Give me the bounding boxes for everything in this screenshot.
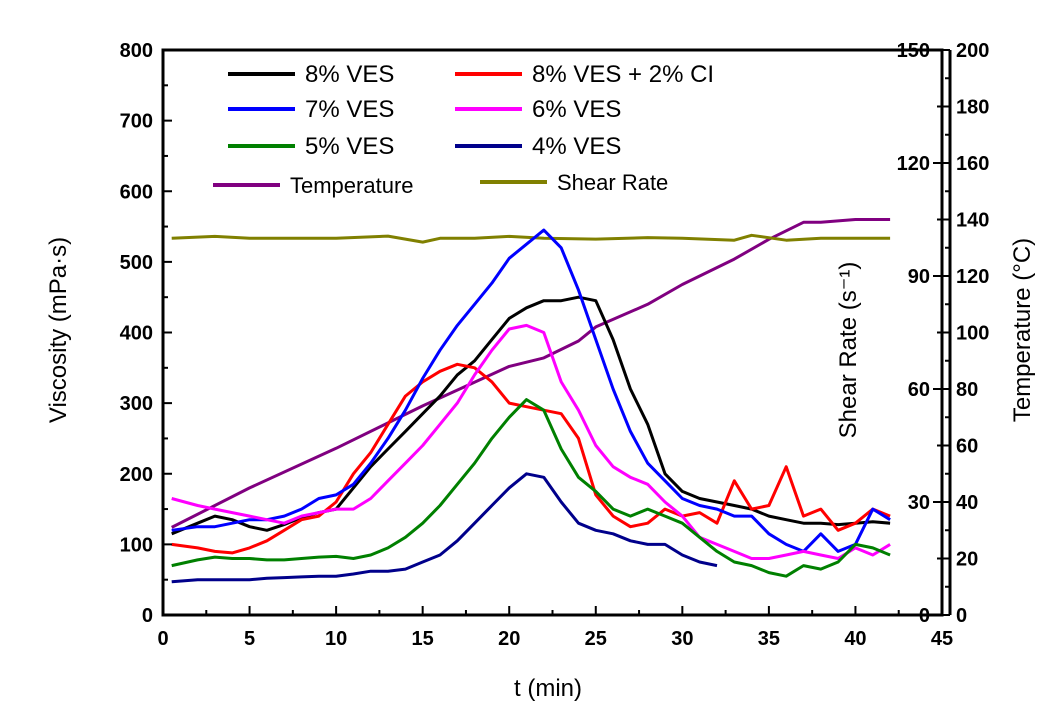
legend-label-8-ves-2-ci: 8% VES + 2% CI bbox=[532, 61, 714, 88]
legend-label-4-ves: 4% VES bbox=[532, 133, 621, 160]
x-tick-label: 5 bbox=[244, 628, 255, 650]
series-line-4-ves bbox=[171, 472, 718, 584]
x-axis-title: t (min) bbox=[514, 675, 582, 702]
temperature-tick-label: 160 bbox=[956, 153, 989, 175]
legend-label-temperature: Temperature bbox=[290, 173, 414, 198]
temperature-tick-label: 40 bbox=[956, 492, 978, 514]
temperature-tick-label: 0 bbox=[956, 605, 967, 627]
y-tick-label: 600 bbox=[120, 181, 153, 203]
series-line-5-ves bbox=[171, 398, 891, 578]
temperature-tick-label: 140 bbox=[956, 210, 989, 232]
y-tick-label: 700 bbox=[120, 111, 153, 133]
legend-label-shear-rate: Shear Rate bbox=[557, 170, 668, 195]
y-tick-label: 100 bbox=[120, 534, 153, 556]
series-line-7-ves bbox=[171, 228, 891, 553]
legend-label-7-ves: 7% VES bbox=[305, 96, 394, 123]
temperature-tick-label: 120 bbox=[956, 266, 989, 288]
shear-rate-tick-label: 120 bbox=[897, 153, 930, 175]
x-tick-label: 30 bbox=[671, 628, 693, 650]
x-tick-label: 40 bbox=[844, 628, 866, 650]
y-tick-label: 200 bbox=[120, 464, 153, 486]
temperature-tick-label: 80 bbox=[956, 379, 978, 401]
x-tick-label: 0 bbox=[157, 628, 168, 650]
series-line-8-ves-2-ci bbox=[171, 362, 891, 555]
shear-rate-tick-label: 0 bbox=[919, 605, 930, 627]
legend-label-8-ves: 8% VES bbox=[305, 61, 394, 88]
legend: 8% VES 8% VES + 2% CI 7% VES 6% VES 5% VES 4%… bbox=[213, 61, 714, 198]
shear-rate-axis-title: Shear Rate (s⁻¹) bbox=[835, 262, 862, 439]
y-tick-label: 400 bbox=[120, 323, 153, 345]
y-axis-title: Viscosity (mPa·s) bbox=[45, 237, 72, 423]
x-tick-label: 10 bbox=[325, 628, 347, 650]
legend-label-5-ves: 5% VES bbox=[305, 133, 394, 160]
series-line-shear-rate bbox=[171, 233, 891, 244]
temperature-tick-label: 180 bbox=[956, 97, 989, 119]
shear-rate-tick-label: 60 bbox=[908, 379, 930, 401]
shear-rate-tick-label: 150 bbox=[897, 40, 930, 62]
x-tick-label: 45 bbox=[931, 628, 953, 650]
y-tick-label: 500 bbox=[120, 252, 153, 274]
temperature-tick-label: 100 bbox=[956, 323, 989, 345]
shear-rate-tick-label: 90 bbox=[908, 266, 930, 288]
x-tick-label: 20 bbox=[498, 628, 520, 650]
y-tick-label: 300 bbox=[120, 393, 153, 415]
y-tick-label: 800 bbox=[120, 40, 153, 62]
x-tick-label: 25 bbox=[585, 628, 607, 650]
temperature-axis-title: Temperature (°C) bbox=[1009, 238, 1036, 422]
series-line-6-ves bbox=[171, 323, 891, 560]
shear-rate-tick-label: 30 bbox=[908, 492, 930, 514]
y-tick-label: 0 bbox=[142, 605, 153, 627]
x-tick-label: 15 bbox=[412, 628, 434, 650]
series-line-8-ves bbox=[171, 295, 891, 536]
x-tick-label: 35 bbox=[758, 628, 780, 650]
series-layer bbox=[171, 218, 891, 584]
axes-layer: 0 5 10 15 20 25 30 35 40 450100200300400500600700… bbox=[120, 40, 990, 650]
temperature-tick-label: 20 bbox=[956, 549, 978, 571]
temperature-tick-label: 200 bbox=[956, 40, 989, 62]
temperature-tick-label: 60 bbox=[956, 436, 978, 458]
legend-label-6-ves: 6% VES bbox=[532, 96, 621, 123]
series-line-temperature bbox=[171, 218, 891, 529]
